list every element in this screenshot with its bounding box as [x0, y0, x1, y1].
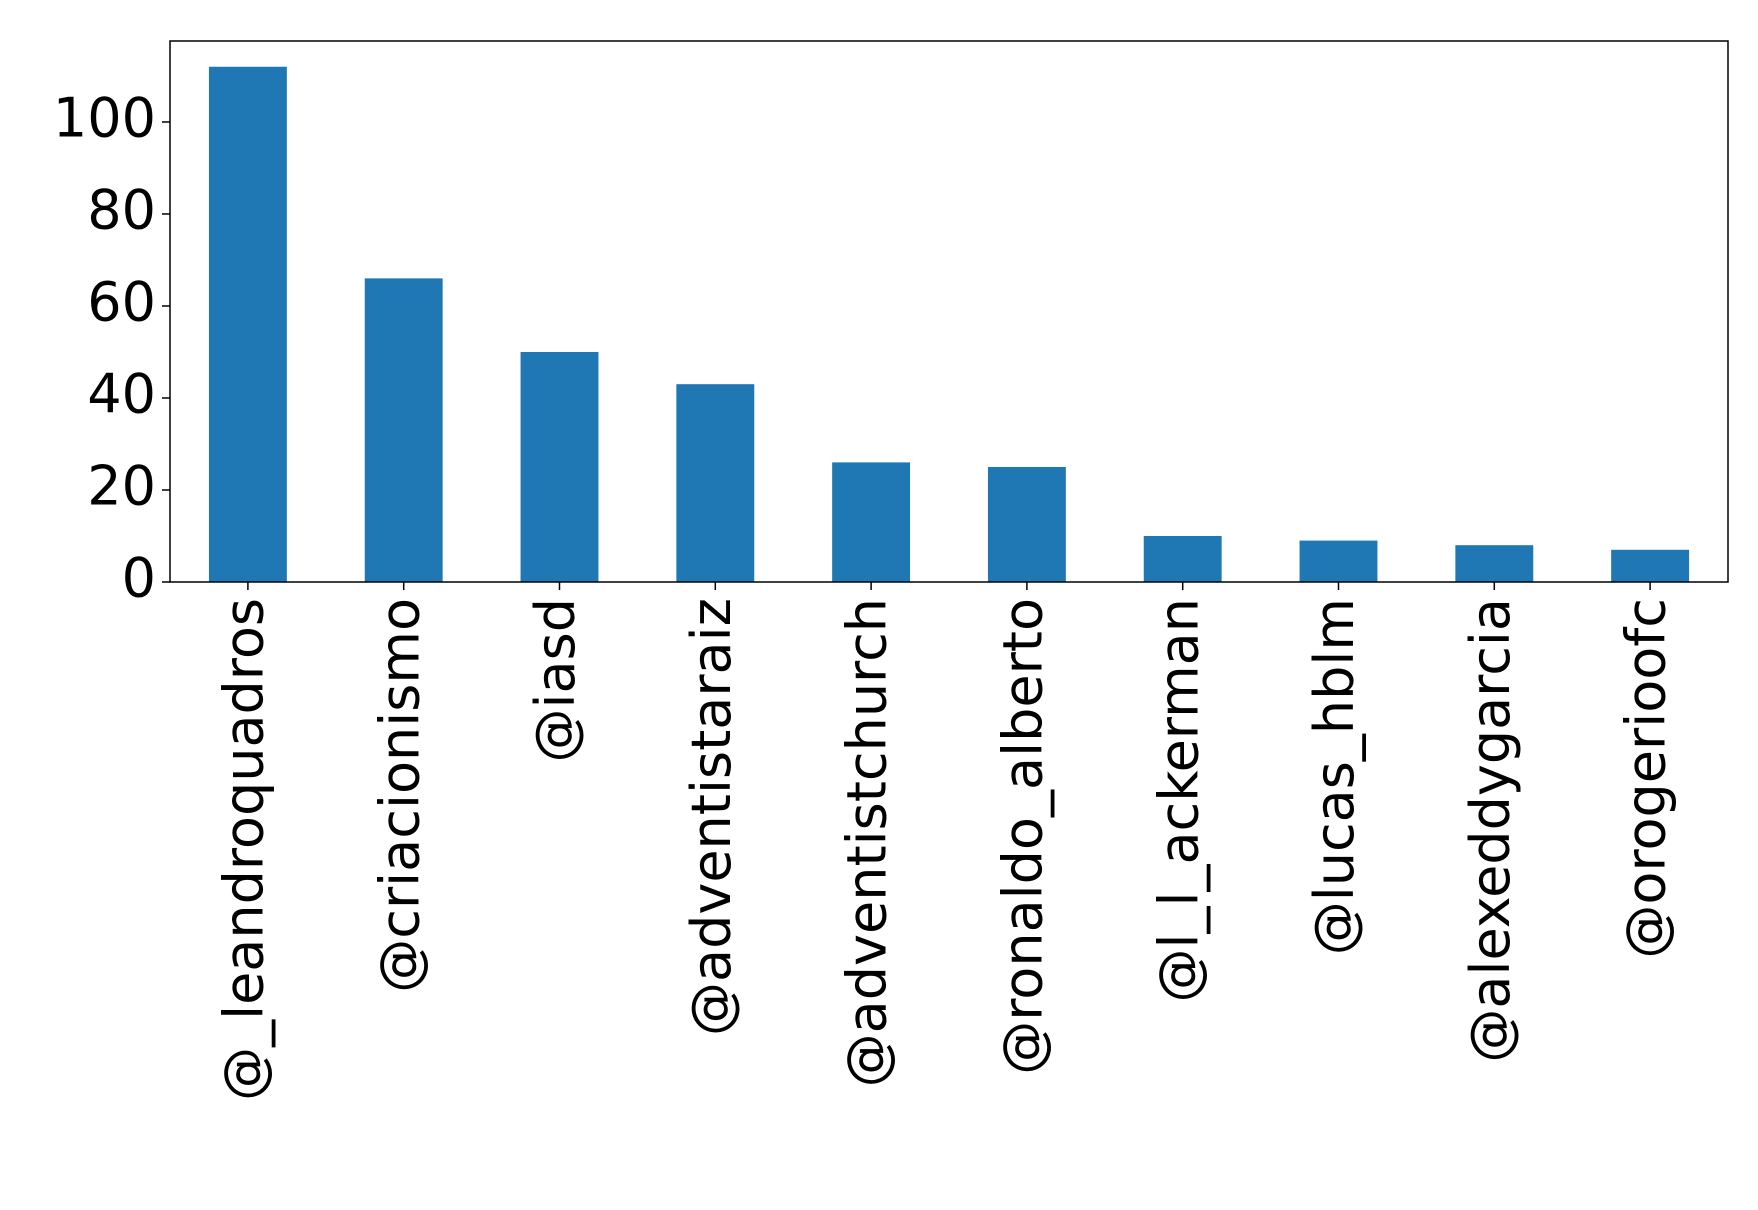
x-tick-label: @adventistchurch: [836, 598, 899, 1087]
bar: [1611, 549, 1690, 582]
x-tick-label: @alexeddygarcia: [1459, 598, 1522, 1063]
y-tick-label: 100: [53, 87, 156, 150]
bar: [1143, 535, 1222, 582]
bar: [832, 462, 911, 582]
y-tick-label: 0: [122, 547, 156, 610]
bar: [208, 66, 287, 582]
x-tick-label: @_leandroquadros: [213, 598, 276, 1101]
x-tick-label: @ronaldo_alberto: [992, 598, 1055, 1075]
x-tick-label: @l_l_ackerman: [1147, 598, 1210, 1003]
x-tick-label: @lucas_hblm: [1303, 598, 1366, 955]
bar: [520, 351, 599, 582]
bar: [364, 278, 443, 582]
x-tick-label: @adventistaraiz: [680, 598, 743, 1036]
x-tick-label: @iasd: [524, 598, 587, 763]
bar: [676, 384, 755, 582]
y-tick-label: 60: [87, 271, 156, 334]
x-tick-label: @criacionismo: [368, 598, 431, 993]
x-tick-label: @orogerioofc: [1615, 598, 1678, 959]
bar: [987, 466, 1066, 582]
bar: [1455, 545, 1534, 582]
y-tick-label: 80: [87, 179, 156, 242]
axes-frame: [169, 40, 1729, 583]
y-tick-label: 20: [87, 455, 156, 518]
y-tick-label: 40: [87, 363, 156, 426]
bar: [1299, 540, 1378, 582]
